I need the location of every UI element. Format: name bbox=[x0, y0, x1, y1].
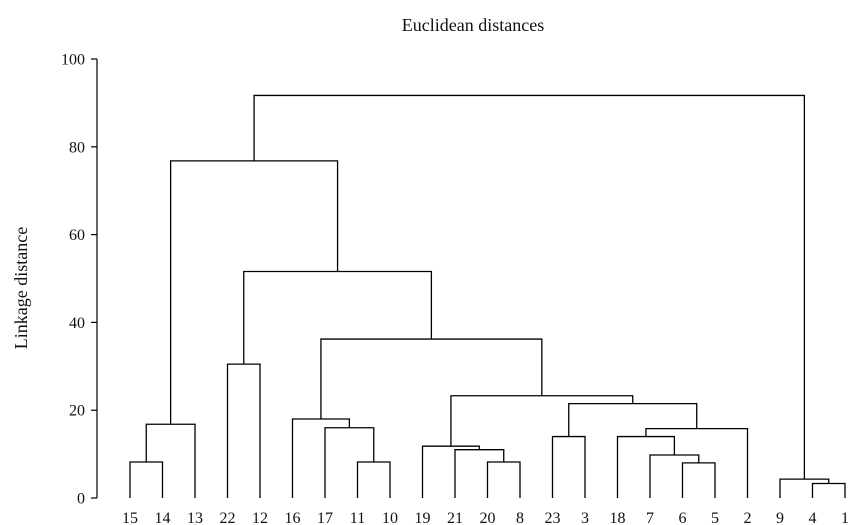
leaf-label: 7 bbox=[646, 510, 654, 525]
merge-link bbox=[486, 461, 521, 498]
leaf-label: 23 bbox=[545, 510, 561, 525]
leaf-label: 19 bbox=[415, 510, 431, 525]
leaf-label: 8 bbox=[516, 510, 524, 525]
leaf-label: 21 bbox=[447, 510, 463, 525]
merge-link bbox=[243, 270, 433, 365]
leaf-label: 17 bbox=[317, 510, 333, 525]
merge-link bbox=[649, 454, 700, 498]
dendrogram-links bbox=[129, 94, 846, 498]
leaf-label: 2 bbox=[744, 510, 752, 525]
merge-link bbox=[421, 445, 481, 498]
merge-link bbox=[226, 363, 261, 498]
merge-link bbox=[779, 478, 830, 498]
merge-link bbox=[324, 427, 375, 498]
merge-link bbox=[129, 461, 164, 498]
merge-link bbox=[681, 462, 716, 498]
y-tick-label: 0 bbox=[77, 491, 85, 508]
leaf-label: 22 bbox=[220, 510, 236, 525]
y-tick-label: 80 bbox=[69, 139, 85, 156]
leaf-label: 13 bbox=[187, 510, 203, 525]
y-tick-label: 100 bbox=[61, 52, 85, 69]
leaf-label: 10 bbox=[382, 510, 398, 525]
leaf-label: 11 bbox=[350, 510, 365, 525]
merge-link bbox=[320, 338, 543, 419]
leaf-label: 16 bbox=[285, 510, 301, 525]
leaf-label: 20 bbox=[480, 510, 496, 525]
merge-link bbox=[253, 94, 806, 480]
leaf-label: 1 bbox=[841, 510, 849, 525]
merge-link bbox=[356, 461, 391, 498]
merge-link bbox=[169, 160, 339, 425]
leaf-label: 5 bbox=[711, 510, 719, 525]
leaf-label: 14 bbox=[155, 510, 171, 525]
leaf-label: 6 bbox=[679, 510, 687, 525]
y-axis: 0 20 40 60 80 100 bbox=[61, 52, 98, 508]
merge-link bbox=[811, 482, 846, 498]
leaf-label: 3 bbox=[581, 510, 589, 525]
leaf-label: 12 bbox=[252, 510, 268, 525]
y-tick-label: 20 bbox=[69, 403, 85, 420]
merge-link bbox=[145, 423, 196, 498]
y-tick-label: 40 bbox=[69, 315, 85, 332]
merge-link bbox=[291, 418, 351, 498]
leaf-label: 18 bbox=[610, 510, 626, 525]
y-tick-label: 60 bbox=[69, 227, 85, 244]
leaf-labels: 15 14 13 22 12 16 17 11 10 19 21 20 8 23 3 18 7 6 5 2 9 4 1 bbox=[122, 510, 849, 525]
leaf-label: 9 bbox=[776, 510, 784, 525]
y-axis-label: Linkage distance bbox=[11, 227, 31, 349]
merge-link bbox=[568, 402, 698, 437]
leaf-label: 4 bbox=[809, 510, 817, 525]
chart-title: Euclidean distances bbox=[402, 15, 544, 35]
merge-link bbox=[454, 449, 505, 498]
leaf-label: 15 bbox=[122, 510, 138, 525]
merge-link bbox=[551, 435, 586, 498]
merge-link bbox=[616, 435, 676, 498]
